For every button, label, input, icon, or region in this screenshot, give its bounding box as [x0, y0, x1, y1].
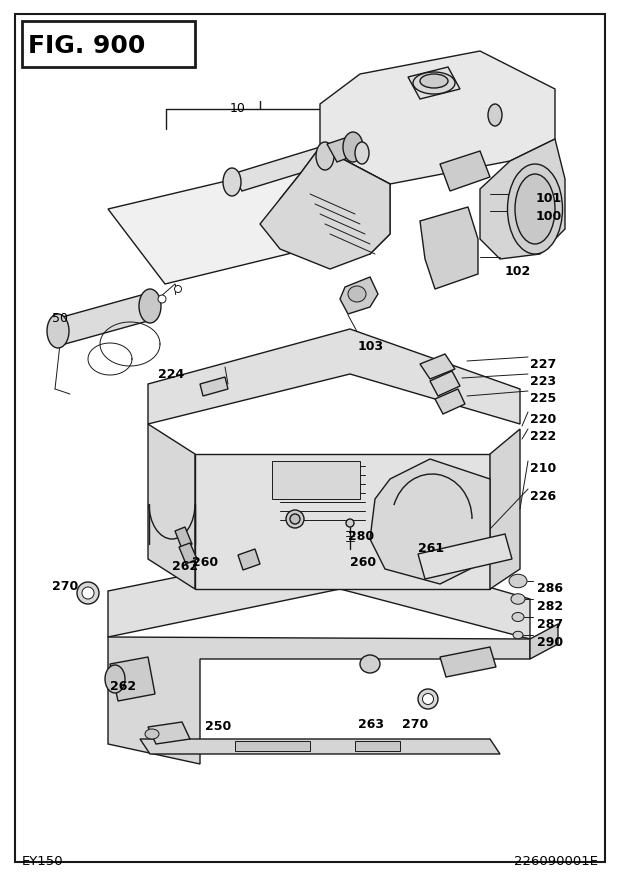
Polygon shape — [440, 647, 496, 677]
Polygon shape — [370, 460, 490, 584]
Ellipse shape — [509, 574, 527, 588]
Polygon shape — [110, 657, 155, 702]
Polygon shape — [327, 138, 358, 163]
Polygon shape — [418, 534, 512, 580]
Polygon shape — [15, 15, 605, 862]
Text: 225: 225 — [530, 391, 556, 404]
Polygon shape — [408, 68, 460, 100]
Polygon shape — [280, 148, 390, 254]
Polygon shape — [140, 739, 500, 754]
Polygon shape — [232, 148, 330, 192]
Polygon shape — [108, 155, 390, 285]
Text: 10: 10 — [230, 102, 246, 115]
Polygon shape — [530, 624, 558, 660]
Text: 286: 286 — [537, 581, 563, 595]
Ellipse shape — [139, 289, 161, 324]
Ellipse shape — [290, 515, 300, 524]
Text: 263: 263 — [358, 717, 384, 731]
Polygon shape — [272, 461, 360, 499]
Ellipse shape — [346, 519, 354, 527]
Text: 210: 210 — [530, 461, 556, 474]
Polygon shape — [490, 430, 520, 589]
Text: 223: 223 — [530, 374, 556, 388]
Polygon shape — [200, 378, 228, 396]
Polygon shape — [175, 527, 192, 549]
Ellipse shape — [174, 286, 182, 293]
Polygon shape — [22, 22, 195, 68]
Ellipse shape — [413, 73, 455, 95]
Ellipse shape — [418, 689, 438, 709]
Ellipse shape — [488, 105, 502, 127]
Ellipse shape — [511, 594, 525, 604]
Polygon shape — [108, 545, 530, 639]
Polygon shape — [179, 544, 197, 565]
Text: 102: 102 — [505, 265, 531, 278]
Polygon shape — [55, 295, 155, 345]
Text: 227: 227 — [530, 358, 556, 371]
Ellipse shape — [355, 143, 369, 165]
Ellipse shape — [343, 132, 363, 163]
Text: 101: 101 — [536, 192, 562, 204]
Text: 224: 224 — [158, 367, 184, 381]
Ellipse shape — [512, 613, 524, 622]
Polygon shape — [420, 354, 455, 380]
Polygon shape — [435, 389, 465, 415]
Text: EY150: EY150 — [22, 854, 64, 867]
Ellipse shape — [223, 168, 241, 196]
Polygon shape — [360, 110, 500, 160]
Text: 282: 282 — [537, 599, 563, 612]
Ellipse shape — [82, 588, 94, 599]
Text: 220: 220 — [530, 412, 556, 425]
Text: 261: 261 — [418, 541, 444, 554]
Ellipse shape — [420, 75, 448, 89]
Text: 280: 280 — [348, 530, 374, 542]
Ellipse shape — [422, 694, 433, 705]
Polygon shape — [148, 330, 520, 424]
Ellipse shape — [145, 729, 159, 739]
Text: FIG. 900: FIG. 900 — [28, 34, 145, 58]
Polygon shape — [148, 424, 195, 589]
Polygon shape — [195, 454, 490, 589]
Text: 287: 287 — [537, 617, 563, 631]
Text: 270: 270 — [52, 580, 78, 592]
Text: 270: 270 — [402, 717, 428, 731]
Ellipse shape — [105, 666, 125, 693]
Polygon shape — [108, 638, 530, 764]
Polygon shape — [430, 372, 460, 396]
Ellipse shape — [47, 315, 69, 348]
Polygon shape — [320, 52, 555, 185]
Ellipse shape — [158, 296, 166, 303]
Polygon shape — [238, 549, 260, 570]
Text: 260: 260 — [350, 555, 376, 568]
Ellipse shape — [360, 655, 380, 674]
Polygon shape — [235, 741, 310, 751]
Text: 290: 290 — [537, 635, 563, 648]
Ellipse shape — [515, 175, 555, 245]
Text: eReplacementParts.com: eReplacementParts.com — [247, 484, 373, 495]
Ellipse shape — [286, 510, 304, 529]
Text: 226090001E: 226090001E — [514, 854, 598, 867]
Text: 50: 50 — [52, 311, 68, 324]
Text: 250: 250 — [205, 719, 231, 732]
Polygon shape — [260, 148, 390, 270]
Polygon shape — [355, 741, 400, 751]
Text: 226: 226 — [530, 489, 556, 503]
Ellipse shape — [348, 287, 366, 303]
Polygon shape — [480, 139, 565, 260]
Polygon shape — [340, 278, 378, 315]
Text: 262: 262 — [172, 560, 198, 573]
Text: 222: 222 — [530, 430, 556, 443]
Polygon shape — [420, 208, 478, 289]
Text: 262: 262 — [110, 679, 136, 692]
Text: 260: 260 — [192, 555, 218, 568]
Polygon shape — [148, 722, 190, 745]
Polygon shape — [440, 152, 490, 192]
Text: 103: 103 — [358, 339, 384, 353]
Ellipse shape — [77, 582, 99, 604]
Ellipse shape — [513, 631, 523, 639]
Ellipse shape — [316, 143, 334, 171]
Text: 100: 100 — [536, 210, 562, 223]
Ellipse shape — [508, 165, 562, 254]
